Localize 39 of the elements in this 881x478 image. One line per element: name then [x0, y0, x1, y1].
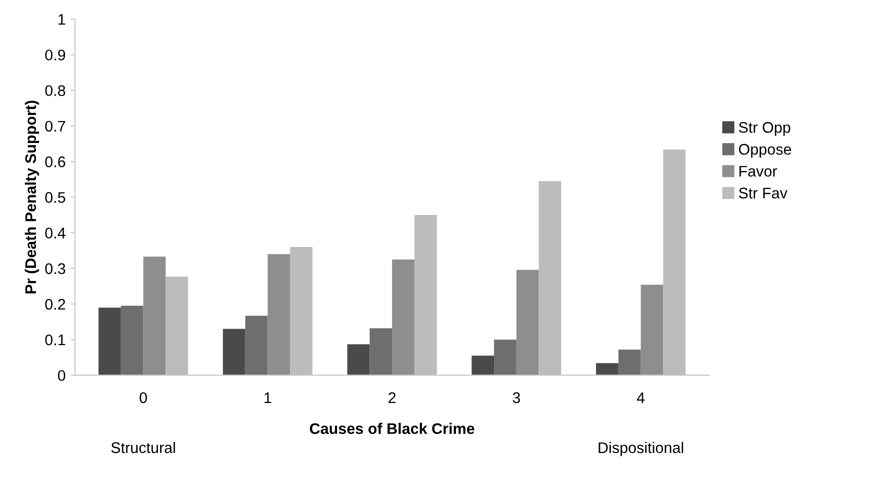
x-axis-title: Causes of Black Crime [310, 422, 474, 434]
bar [640, 284, 664, 376]
legend-label: Favor [739, 166, 778, 177]
y-tick-label: 1 [58, 14, 66, 25]
bar [143, 256, 166, 376]
bar [98, 308, 121, 376]
y-tick-label: 0.8 [45, 85, 66, 96]
y-tick-label: 0.2 [45, 298, 66, 310]
y-tick-label: 0.5 [45, 192, 66, 203]
legend-label: Oppose [738, 144, 792, 158]
bar [245, 316, 268, 376]
x-tick-label: 2 [388, 392, 396, 403]
x-tick-label: 3 [512, 392, 520, 404]
text: Structural [111, 442, 175, 454]
legend-label: Str Opp [738, 122, 790, 136]
bar [347, 344, 370, 376]
y-tick-label: 0.7 [45, 120, 66, 132]
bar [618, 350, 641, 376]
bar [472, 356, 494, 376]
bar [222, 328, 246, 376]
text: Dispositional [598, 442, 684, 456]
bar [370, 328, 392, 376]
bar [120, 306, 144, 376]
x-tick-label: 0 [140, 392, 147, 404]
y-axis-title: Pr (Death Penalty Support) [24, 100, 40, 294]
y-tick-label: 0.9 [45, 50, 66, 60]
bar [392, 259, 414, 376]
x-tick-label: 4 [636, 392, 645, 403]
x-tick-label: 1 [264, 392, 272, 403]
bar [516, 270, 539, 376]
bar [596, 363, 618, 376]
y-tick-label: 0.6 [45, 156, 66, 168]
y-tick-label: 0.3 [45, 263, 66, 274]
y-tick-label: 0 [58, 370, 66, 381]
y-tick-label: 0.4 [45, 228, 66, 238]
bar [494, 340, 516, 376]
bar [268, 254, 290, 376]
y-tick-label: 0.1 [45, 334, 66, 346]
legend-label: Str Fav [738, 188, 788, 198]
